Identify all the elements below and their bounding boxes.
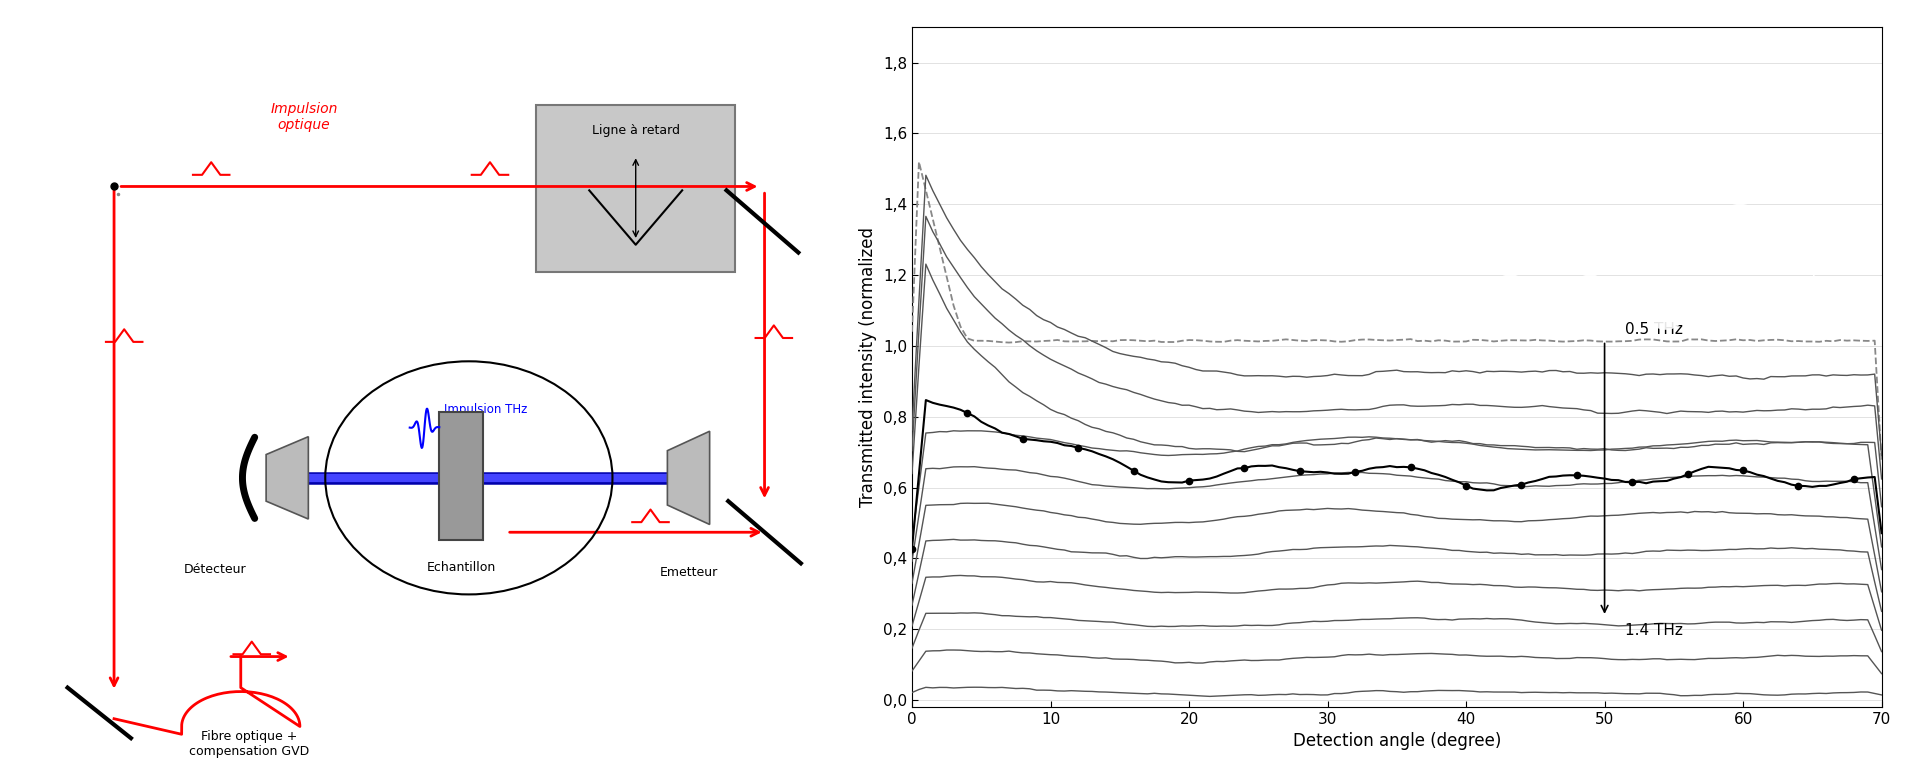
Text: Echantillon: Echantillon (426, 561, 495, 574)
Bar (440, 412, 484, 540)
Text: Détecteur: Détecteur (184, 563, 248, 577)
Polygon shape (668, 431, 710, 524)
Y-axis label: Transmitted intensity (normalized: Transmitted intensity (normalized (860, 227, 877, 507)
Bar (536, 105, 735, 272)
X-axis label: Detection angle (degree): Detection angle (degree) (1292, 733, 1501, 751)
Text: Emetteur: Emetteur (659, 566, 718, 579)
Polygon shape (267, 437, 309, 519)
Text: Fibre optique +
compensation GVD: Fibre optique + compensation GVD (188, 730, 309, 758)
Text: Ligne à retard: Ligne à retard (591, 124, 680, 138)
Text: 0.5 THz: 0.5 THz (1626, 322, 1684, 337)
Text: Impulsion THz: Impulsion THz (444, 402, 526, 416)
Text: 1.4 THz: 1.4 THz (1626, 623, 1684, 639)
Text: Impulsion
optique: Impulsion optique (271, 102, 338, 132)
